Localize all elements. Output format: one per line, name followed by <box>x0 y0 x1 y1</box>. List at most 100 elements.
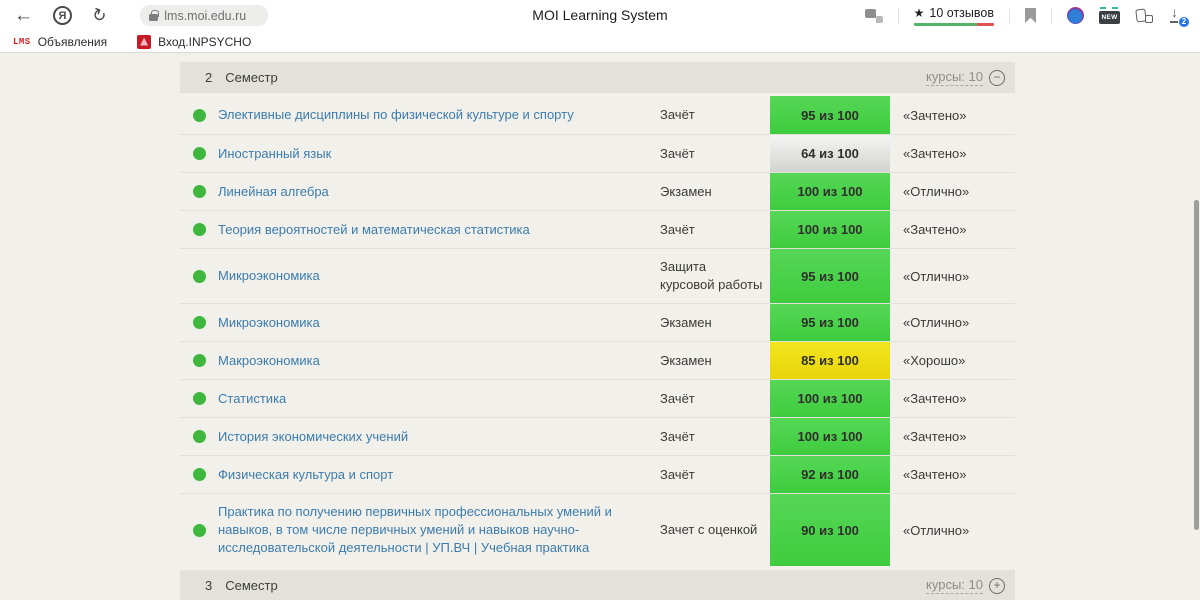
status-dot <box>192 523 206 537</box>
course-link[interactable]: Микроэкономика <box>218 314 320 330</box>
assessment-type: Экзамен <box>660 352 712 368</box>
status-dot <box>192 354 206 367</box>
assessment-type: Зачёт <box>660 428 695 444</box>
course-link[interactable]: Микроэкономика <box>218 268 320 283</box>
course-row: Микроэкономика Экзамен 95 из 100 «Отличн… <box>180 303 1015 341</box>
status-dot <box>192 108 206 122</box>
download-count-badge: 2 <box>1178 15 1190 28</box>
semester-3-header: 3 Семестр курсы: 10 + <box>180 570 1015 600</box>
extension-orb-icon[interactable] <box>1067 7 1084 24</box>
bookmark-icon[interactable] <box>1025 8 1036 23</box>
status-dot <box>192 468 206 481</box>
new-tab-extension-icon[interactable]: NEW <box>1099 7 1120 24</box>
grade-text: «Хорошо» <box>903 353 966 368</box>
course-link[interactable]: Макроэкономика <box>218 352 320 368</box>
status-dot <box>192 269 206 283</box>
semester-2-header: 2 Семестр курсы: 10 − <box>180 62 1015 93</box>
course-row: Теория вероятностей и математическая ста… <box>180 210 1015 248</box>
grades-table: 2 Семестр курсы: 10 − Элективные дисципл… <box>180 62 1015 600</box>
bookmark-item-inpsycho-login[interactable]: Вход.INPSYCHO <box>137 34 251 49</box>
course-row: Микроэкономика Защита курсовой работы 95… <box>180 248 1015 303</box>
status-dot <box>192 316 206 329</box>
semester-3-expand-toggle[interactable]: курсы: 10 + <box>926 577 1005 594</box>
assessment-type: Зачёт <box>660 390 695 406</box>
page-content: 2 Семестр курсы: 10 − Элективные дисципл… <box>0 54 1200 600</box>
toolbar-divider <box>897 7 899 24</box>
course-row: История экономических учений Зачёт 100 и… <box>180 417 1015 455</box>
downloads-button[interactable]: ↓ 2 <box>1168 3 1190 28</box>
status-dot <box>192 223 206 236</box>
course-link[interactable]: Практика по получению первичных професси… <box>218 504 612 555</box>
address-bar[interactable]: lms.moi.edu.ru <box>140 5 269 26</box>
course-row: Физическая культура и спорт Зачёт 92 из … <box>180 455 1015 493</box>
url-text: lms.moi.edu.ru <box>164 8 247 23</box>
page-title: MOI Learning System <box>532 7 668 23</box>
download-arrow-icon: ↓ <box>1171 3 1178 20</box>
bookmark-item-announcements[interactable]: LMS Объявления <box>13 34 108 49</box>
collections-icon[interactable] <box>1135 7 1153 24</box>
assessment-type: Зачёт <box>660 145 695 161</box>
grade-text: «Зачтено» <box>903 222 967 237</box>
score-badge: 95 из 100 <box>770 96 890 134</box>
assessment-type: Экзамен <box>660 183 712 199</box>
feedback-icon[interactable] <box>864 8 883 23</box>
status-dot <box>192 147 206 160</box>
collapse-icon: − <box>989 69 1005 86</box>
course-table-body: Элективные дисциплины по физической куль… <box>180 96 1015 566</box>
status-dot <box>192 392 206 405</box>
rating-bar <box>913 22 994 26</box>
toolbar-divider <box>1009 7 1010 24</box>
scrollbar-thumb[interactable] <box>1194 200 1199 530</box>
browser-chrome: ← Я ↻ lms.moi.edu.ru MOI Learning System… <box>0 0 1200 53</box>
lock-icon <box>149 9 159 21</box>
page-scrollbar <box>1192 54 1200 600</box>
score-badge: 92 из 100 <box>770 456 890 493</box>
grade-text: «Отлично» <box>903 315 970 330</box>
score-badge: 100 из 100 <box>770 211 890 248</box>
assessment-type: Зачет с оценкой <box>660 522 758 537</box>
course-link[interactable]: Физическая культура и спорт <box>218 466 394 482</box>
inpsycho-favicon <box>137 34 152 49</box>
refresh-button[interactable]: ↻ <box>89 4 110 27</box>
grade-text: «Зачтено» <box>903 146 967 161</box>
course-row: Элективные дисциплины по физической куль… <box>180 96 1015 134</box>
course-link[interactable]: История экономических учений <box>218 428 409 444</box>
toolbar-divider <box>1051 7 1052 24</box>
lms-favicon: LMS <box>13 36 31 47</box>
score-badge: 95 из 100 <box>770 304 890 341</box>
course-link[interactable]: Иностранный язык <box>218 145 332 161</box>
site-rating-widget[interactable]: ★ 10 отзывов <box>913 5 994 26</box>
assessment-type: Зачёт <box>660 221 695 237</box>
course-link[interactable]: Статистика <box>218 390 287 406</box>
course-link[interactable]: Теория вероятностей и математическая ста… <box>218 221 530 237</box>
status-dot <box>192 430 206 443</box>
yandex-browser-icon[interactable]: Я <box>53 6 72 25</box>
grade-text: «Отлично» <box>903 268 970 284</box>
courses-count-label: курсы: 10 <box>926 69 983 86</box>
course-row: Практика по получению первичных професси… <box>180 493 1015 566</box>
grade-text: «Зачтено» <box>903 467 967 482</box>
assessment-type: Экзамен <box>660 314 712 330</box>
course-link[interactable]: Элективные дисциплины по физической куль… <box>218 107 574 122</box>
back-button[interactable]: ← <box>14 5 33 26</box>
course-row: Иностранный язык Зачёт 64 из 100 «Зачтен… <box>180 134 1015 172</box>
expand-icon: + <box>989 577 1005 594</box>
score-badge: 100 из 100 <box>770 418 890 455</box>
rating-text: 10 отзывов <box>929 5 994 20</box>
grade-text: «Зачтено» <box>903 107 967 123</box>
score-badge: 100 из 100 <box>770 380 890 417</box>
grade-text: «Отлично» <box>903 522 970 538</box>
grade-text: «Отлично» <box>903 184 970 199</box>
score-badge: 95 из 100 <box>770 249 890 303</box>
grade-text: «Зачтено» <box>903 391 967 406</box>
course-row: Макроэкономика Экзамен 85 из 100 «Хорошо… <box>180 341 1015 379</box>
course-link[interactable]: Линейная алгебра <box>218 183 329 199</box>
courses-count-label: курсы: 10 <box>926 577 983 594</box>
score-badge: 90 из 100 <box>770 494 890 566</box>
score-badge: 64 из 100 <box>770 135 890 172</box>
grade-text: «Зачтено» <box>903 429 967 444</box>
assessment-type: Защита курсовой работы <box>660 259 763 292</box>
assessment-type: Зачёт <box>660 466 695 482</box>
semester-2-collapse-toggle[interactable]: курсы: 10 − <box>926 69 1005 86</box>
